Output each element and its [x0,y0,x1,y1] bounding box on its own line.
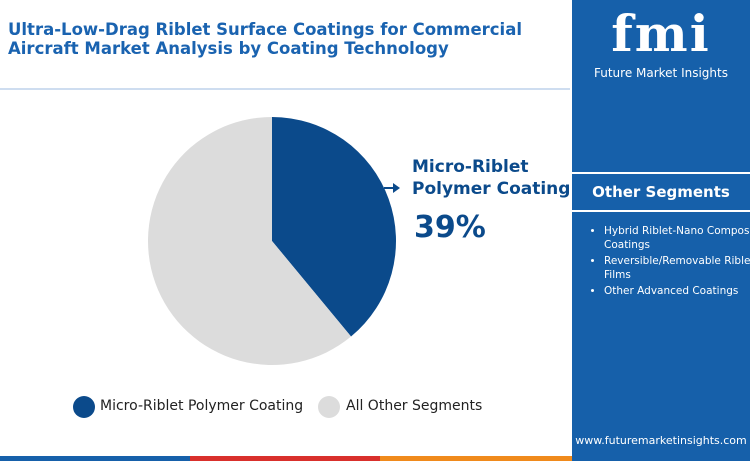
pie-slice [272,117,397,337]
stripe [190,456,380,461]
value-label: 39% [414,210,486,245]
chart-title: Ultra-Low-Drag Riblet Surface Coatings f… [8,20,522,58]
sidebar: fmi Future Market Insights Other Segment… [572,0,750,461]
pie [148,117,397,366]
chart [0,88,572,461]
url: www.futuremarketinsights.com [575,434,747,447]
brand-name: Future Market Insights [593,66,728,80]
stripe [0,456,190,461]
arrow-head [393,183,400,193]
sidebar-title: Other Segments [572,172,750,212]
pie-slice [148,117,352,366]
segment-item: Hybrid Riblet-Nano Composite Coatings [604,224,750,252]
segment-item: Reversible/Removable Riblet Films [604,254,750,282]
stripe [380,456,572,461]
segment-list: Hybrid Riblet-Nano Composite Coatings Re… [586,224,750,300]
logo: fmi [611,4,711,63]
legend-swatch [318,396,340,418]
legend-swatch [73,396,95,418]
legend-label: Micro-Riblet Polymer Coating [100,398,304,414]
legend-label: All Other Segments [346,398,483,414]
callout-label: Micro-Riblet Polymer Coating [412,157,571,199]
segment-item: Other Advanced Coatings [604,284,750,298]
